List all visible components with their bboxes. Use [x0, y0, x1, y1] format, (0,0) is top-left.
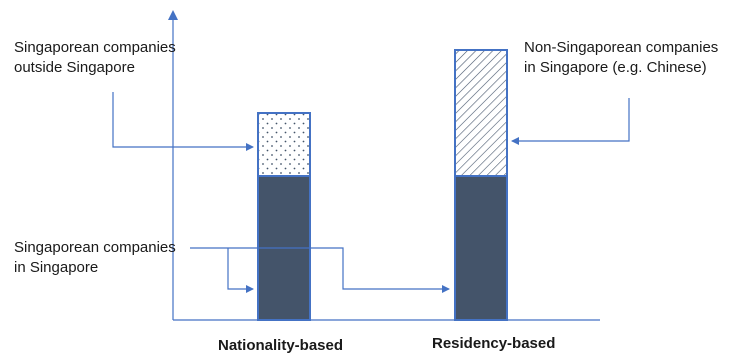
label-singaporean-outside-line1: Singaporean companies: [14, 39, 176, 56]
arrow-singaporean-in-to-nationality: [227, 248, 254, 293]
arrow-non-singaporean-to-residency: [511, 98, 630, 145]
label-singaporean-in-line1: Singaporean companies: [14, 239, 176, 256]
bar-nationality-based: [257, 112, 311, 321]
category-residency-based: Residency-based: [432, 335, 556, 352]
label-singaporean-in-line2: in Singapore: [14, 259, 99, 276]
label-non-singaporean-in-line2: in Singapore (e.g. Chinese): [524, 59, 707, 76]
arrow-outside-to-nationality: [112, 92, 254, 151]
category-nationality-based: Nationality-based: [218, 337, 344, 354]
y-axis-arrow-icon: [168, 10, 178, 20]
label-singaporean-in: Singaporean companies in Singapore: [14, 238, 176, 278]
connector-singaporean-in-label: [190, 247, 450, 293]
segment-non-singaporean-in-singapore: [454, 49, 508, 177]
label-non-singaporean-in: Non-Singaporean companies in Singapore (…: [524, 38, 718, 78]
label-singaporean-outside-line2: outside Singapore: [14, 59, 135, 76]
label-non-singaporean-in-line1: Non-Singaporean companies: [524, 39, 719, 56]
segment-singaporean-in-singapore-res: [454, 175, 508, 321]
segment-singaporean-outside: [257, 112, 311, 177]
label-singaporean-outside: Singaporean companies outside Singapore: [14, 38, 176, 78]
bar-residency-based: [454, 49, 508, 321]
